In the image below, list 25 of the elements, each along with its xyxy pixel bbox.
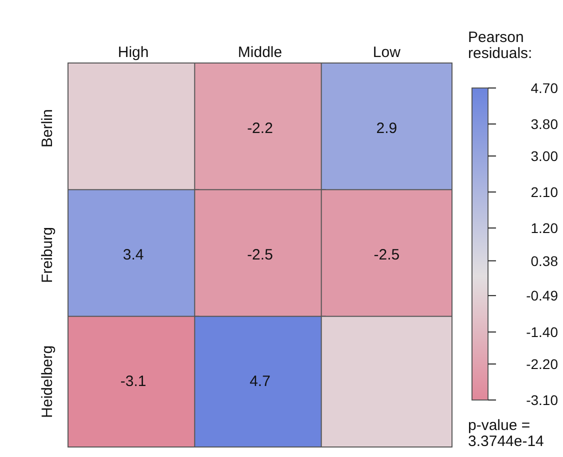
x-tick-label: Low (372, 44, 401, 61)
data-label: 3.4 (122, 246, 144, 264)
color-bar-label: 2.10 (530, 184, 558, 200)
y-tick-label: Heidelberg (39, 345, 56, 418)
data-label: -2.5 (374, 246, 400, 264)
color-bar-label: -3.10 (526, 392, 558, 408)
color-bar-label: 4.70 (530, 80, 558, 96)
data-label: 4.7 (250, 373, 270, 390)
data-label: -2.2 (247, 120, 273, 137)
y-tick-label: Freiburg (39, 227, 56, 283)
color-bar-label: 3.00 (530, 148, 558, 164)
color-bar-label: -2.20 (526, 356, 558, 372)
data-label: -2.5 (247, 246, 273, 264)
color-bar-label: -1.40 (526, 324, 558, 340)
y-tick-label: Berlin (39, 109, 56, 148)
color-bar-label: 0.38 (530, 252, 558, 269)
color-bar-title: Pearson residuals: (468, 29, 534, 62)
data-label: -3.1 (120, 373, 146, 390)
color-bar-label: 3.80 (530, 116, 558, 132)
color-bar-label: 1.20 (530, 220, 558, 236)
data-label: 2.9 (376, 120, 398, 137)
color-bar-label: -0.49 (526, 288, 558, 304)
x-tick-label: Middle (238, 44, 282, 61)
x-tick-label: High (118, 44, 149, 61)
text: p-value = 3.3744e-14 (468, 417, 545, 450)
